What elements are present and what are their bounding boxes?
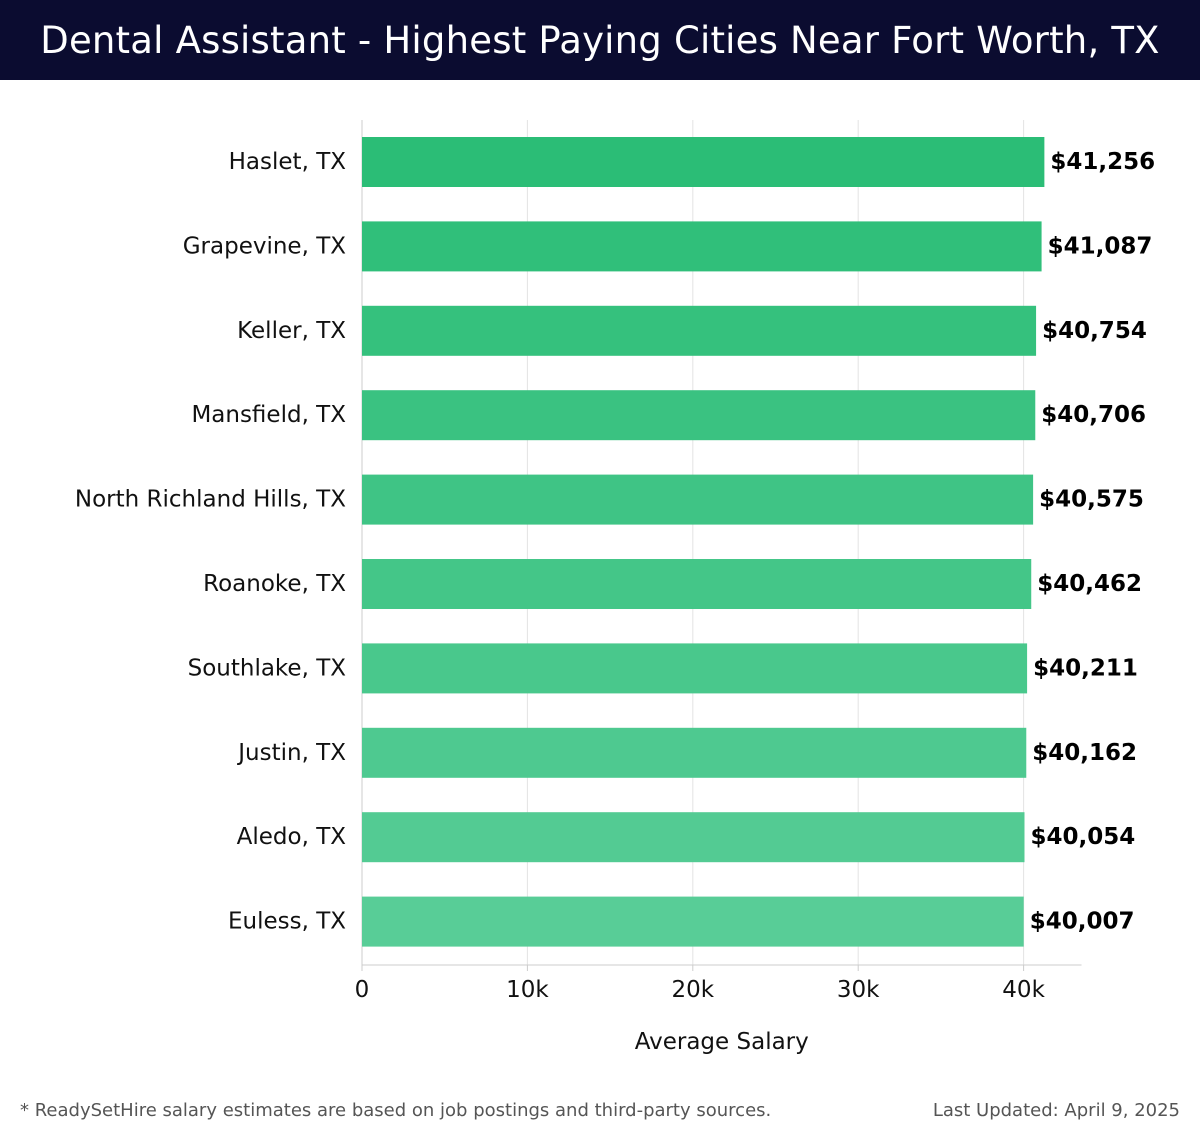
bar	[362, 221, 1042, 272]
category-label: Keller, TX	[237, 318, 346, 344]
value-label: $40,211	[1033, 655, 1138, 681]
value-label: $41,256	[1050, 149, 1155, 175]
category-label: Southlake, TX	[188, 655, 347, 681]
x-tick-label: 40k	[1002, 977, 1045, 1003]
footer-disclaimer: * ReadySetHire salary estimates are base…	[20, 1100, 772, 1121]
x-tick-label: 10k	[506, 977, 549, 1003]
bar	[362, 137, 1045, 187]
category-label: North Richland Hills, TX	[75, 487, 346, 513]
bar	[362, 643, 1028, 694]
bar	[362, 305, 1037, 356]
value-label: $40,754	[1042, 318, 1147, 344]
bar	[362, 812, 1025, 863]
category-label: Justin, TX	[236, 740, 346, 766]
category-label: Mansfield, TX	[191, 402, 346, 428]
chart-title: Dental Assistant - Highest Paying Cities…	[40, 18, 1160, 62]
bar	[362, 727, 1027, 778]
bar	[362, 896, 1024, 947]
value-label: $40,007	[1030, 909, 1135, 935]
last-updated: Last Updated: April 9, 2025	[932, 1100, 1180, 1121]
category-label: Roanoke, TX	[203, 571, 346, 597]
value-label: $40,054	[1030, 824, 1135, 850]
x-tick-label: 30k	[837, 977, 880, 1003]
bar	[362, 474, 1034, 525]
category-label: Haslet, TX	[229, 149, 347, 175]
bar	[362, 390, 1036, 441]
chart-header: Dental Assistant - Highest Paying Cities…	[0, 0, 1200, 80]
value-label: $40,462	[1037, 571, 1142, 597]
value-label: $40,706	[1041, 402, 1146, 428]
value-label: $40,162	[1032, 740, 1137, 766]
x-tick-label: 20k	[672, 977, 715, 1003]
x-tick-label: 0	[355, 977, 370, 1003]
category-label: Aledo, TX	[237, 824, 347, 850]
value-label: $41,087	[1048, 233, 1153, 259]
bar	[362, 559, 1032, 609]
value-label: $40,575	[1039, 487, 1144, 513]
bar-chart: Haslet, TX $41,256 Grapevine, TX $41,087 Kel…	[75, 120, 1155, 1055]
category-label: Euless, TX	[228, 909, 346, 935]
x-axis-title: Average Salary	[635, 1029, 809, 1055]
category-label: Grapevine, TX	[183, 233, 347, 259]
